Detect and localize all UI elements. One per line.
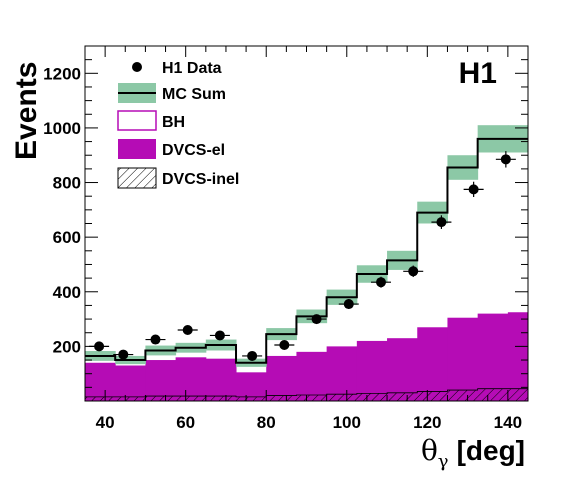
data-point <box>182 325 193 335</box>
dvcs-el-bar <box>447 317 479 401</box>
dvcs-el-bar <box>115 365 146 401</box>
data-point <box>436 217 447 228</box>
data-point <box>343 299 354 310</box>
y-tick-label: 400 <box>53 283 81 302</box>
axis-ticks <box>84 45 529 402</box>
y-tick-label: 1000 <box>43 119 81 138</box>
legend-swatch-dvcs-inel <box>117 167 157 189</box>
dvcs-el-bar <box>175 357 207 401</box>
dvcs-el-fill <box>85 312 528 401</box>
dvcs-inel-bar <box>266 395 297 401</box>
dvcs-inel-bar <box>175 396 206 401</box>
dvcs-el-bar <box>85 362 116 401</box>
tick-labels: 40 60 80 100 120 140 200 400 600 800 1000 1200 <box>43 64 522 432</box>
dvcs-inel-bar <box>115 396 146 401</box>
x-tick-label: 60 <box>176 413 195 432</box>
x-tick-label: 100 <box>333 413 361 432</box>
dvcs-el-bar <box>296 351 328 401</box>
x-axis-title-unit: [deg] <box>457 435 525 466</box>
y-tick-label: 1200 <box>43 64 81 83</box>
dvcs-inel-bar <box>477 388 508 401</box>
legend: H1 Data MC Sum BH DVCS-el DVCS-inel <box>117 60 239 189</box>
y-axis-title: Events <box>10 62 43 160</box>
x-tick-label: 120 <box>413 413 441 432</box>
dvcs-inel-bar <box>387 392 418 401</box>
dvcs-inel-bar <box>326 394 357 401</box>
mc-sum-line <box>85 137 528 364</box>
x-axis-title: θγ [deg] <box>421 434 525 472</box>
legend-entry-bh: BH <box>117 110 185 131</box>
dvcs-el-bar <box>387 338 418 401</box>
legend-entry-h1-data: H1 Data <box>132 60 222 77</box>
dvcs-inel-edge <box>85 388 528 398</box>
y-tick-label: 600 <box>53 228 81 247</box>
legend-swatch-dvcs-el <box>118 139 156 159</box>
data-point <box>214 330 225 341</box>
data-point <box>94 341 105 352</box>
dvcs-el-bar <box>236 372 267 401</box>
y-tick-label: 800 <box>53 174 81 193</box>
data-point <box>376 277 387 288</box>
experiment-label: H1 <box>459 57 497 90</box>
legend-label-mc-sum: MC Sum <box>162 86 226 103</box>
data-point <box>279 340 290 351</box>
dvcs-el-bar <box>266 355 297 401</box>
y-tick-label: 200 <box>53 337 81 356</box>
dvcs-inel-hatch <box>85 388 528 401</box>
legend-label-h1-data: H1 Data <box>162 60 222 77</box>
dvcs-inel-bar <box>356 393 388 401</box>
dvcs-inel-bar <box>145 396 176 401</box>
data-point <box>247 350 258 361</box>
legend-entry-dvcs-el: DVCS-el <box>118 139 225 159</box>
data-point <box>311 314 322 325</box>
dvcs-el-bar <box>507 312 528 401</box>
dvcs-inel-bar <box>417 391 448 401</box>
legend-marker-h1-data <box>132 62 142 72</box>
dvcs-el-bar <box>205 358 237 401</box>
dvcs-inel-bar <box>205 396 237 401</box>
data-point <box>500 154 511 165</box>
dvcs-inel-bar <box>85 396 116 401</box>
dvcs-el-bar <box>145 360 177 401</box>
legend-label-bh: BH <box>162 114 185 131</box>
dvcs-el-bar <box>417 327 448 401</box>
mc-sum-step <box>85 137 528 364</box>
dvcs-inel-bar <box>447 390 478 401</box>
x-tick-label: 40 <box>96 413 115 432</box>
dvcs-el-bar <box>356 340 388 401</box>
dvcs-inel-bar <box>296 394 327 401</box>
dvcs-el-bar <box>326 346 358 401</box>
dvcs-inel-bar <box>236 396 267 401</box>
legend-entry-dvcs-inel: DVCS-inel <box>117 167 239 189</box>
x-tick-label: 80 <box>257 413 276 432</box>
data-point <box>468 184 479 195</box>
legend-entry-mc-sum: MC Sum <box>118 83 226 103</box>
legend-label-dvcs-el: DVCS-el <box>162 142 225 159</box>
dvcs-el-bar <box>477 313 509 401</box>
data-point <box>150 334 161 345</box>
legend-swatch-bh <box>117 110 157 131</box>
data-point <box>118 349 129 360</box>
data-point <box>408 266 419 277</box>
dvcs-inel-bar <box>507 388 528 401</box>
legend-label-dvcs-inel: DVCS-inel <box>162 171 239 188</box>
h1-data-points <box>89 151 516 361</box>
x-axis-title-theta: θ <box>421 434 438 467</box>
x-tick-label: 140 <box>494 413 522 432</box>
x-axis-title-subscript: γ <box>438 451 449 472</box>
